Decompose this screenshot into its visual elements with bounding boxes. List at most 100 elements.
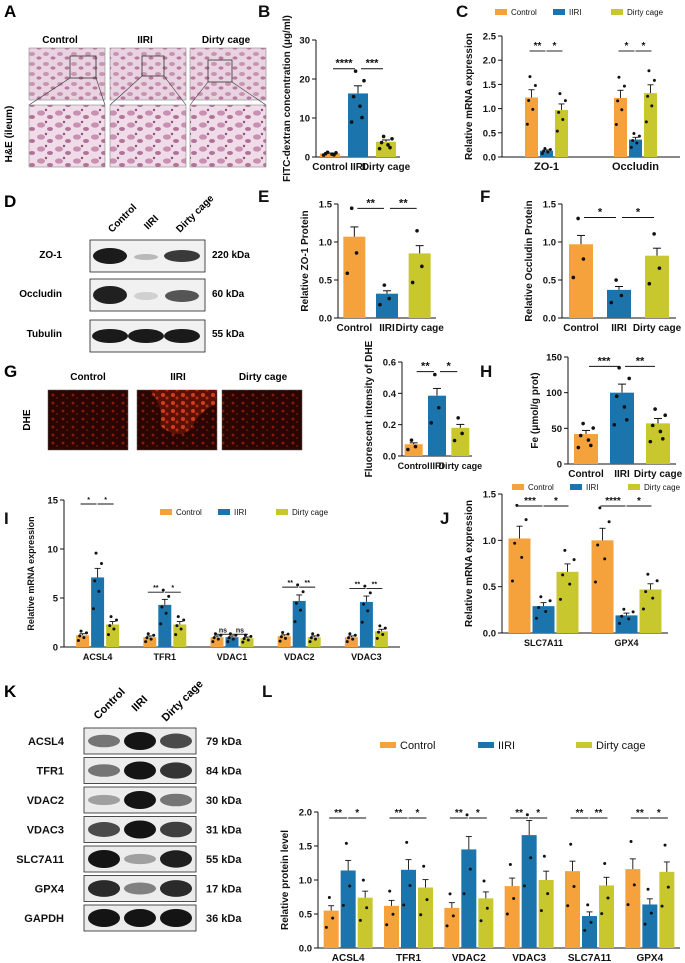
bar-zo-1-iiri — [540, 150, 553, 157]
bar-vdac3-dirty-cage — [374, 631, 388, 647]
sig-label: *** — [524, 496, 536, 507]
data-point — [420, 264, 424, 269]
sig-label: ** — [595, 808, 603, 819]
data-point — [145, 636, 149, 640]
data-point — [479, 919, 483, 923]
legend-label: Control — [528, 483, 554, 492]
legend-label: Dirty cage — [644, 483, 681, 492]
data-point — [647, 69, 651, 73]
y-tick-label: 0.0 — [483, 153, 496, 164]
data-point — [409, 438, 414, 442]
data-point — [452, 438, 457, 443]
panel-letter-k: K — [4, 682, 17, 701]
data-point — [108, 624, 112, 628]
dhe-image-dirty-cage — [221, 389, 303, 451]
bar-occludin-iiri — [629, 139, 642, 157]
bar-vdac2-iiri — [461, 849, 477, 948]
sig-label: ns — [219, 627, 227, 634]
y-axis-label: Relative protein level — [280, 830, 291, 930]
band — [124, 909, 156, 927]
sig-label: ** — [421, 361, 430, 373]
data-point — [361, 878, 365, 882]
x-tick-label: SLC7A11 — [524, 638, 563, 648]
data-point — [345, 271, 350, 276]
data-point — [622, 607, 626, 611]
panel-letter-b: B — [258, 2, 270, 21]
blot-k-label: VDAC2 — [27, 795, 64, 807]
bar-control — [569, 244, 593, 318]
sig-label: ** — [153, 585, 159, 592]
panel-letter-j: J — [440, 509, 449, 528]
bar-iiri — [348, 93, 368, 157]
sig-label: ** — [287, 580, 293, 587]
bar-vdac1-dirty-cage — [240, 638, 254, 647]
data-point — [646, 94, 650, 98]
x-tick-label: Dirty cage — [633, 323, 682, 334]
data-point — [625, 417, 629, 422]
bar-slc7a11-iiri — [582, 916, 597, 948]
data-point — [568, 582, 572, 586]
blot-d-kda-tubulin: 55 kDa — [212, 329, 245, 340]
data-point — [508, 862, 512, 866]
data-point — [513, 541, 517, 545]
data-point — [596, 543, 600, 547]
data-point — [94, 551, 98, 555]
data-point — [646, 887, 650, 891]
band — [124, 820, 156, 839]
bar-tfr1-dirty-cage — [418, 887, 433, 948]
data-point — [211, 640, 215, 644]
data-point — [468, 867, 472, 871]
bar-occludin-control — [614, 97, 627, 157]
sig-label: * — [554, 496, 558, 507]
legend-label: Control — [511, 8, 537, 17]
data-point — [644, 120, 648, 124]
y-axis-label: FITC-dextran concentration (μg/ml) — [282, 15, 293, 182]
data-point — [76, 639, 80, 643]
data-point — [571, 275, 576, 280]
sig-label: ** — [372, 581, 378, 588]
x-tick-label: VDAC1 — [217, 652, 248, 662]
data-point — [546, 150, 550, 154]
x-tick-label: VDAC2 — [284, 652, 315, 662]
legend-swatch — [160, 509, 172, 515]
data-point — [97, 589, 101, 593]
dhe-image-control — [47, 389, 129, 451]
data-point — [540, 152, 544, 156]
data-point — [581, 257, 586, 261]
bar-gpx4-control — [625, 869, 641, 948]
y-tick-label: 10 — [47, 545, 58, 556]
y-tick-label: 1.5 — [483, 80, 497, 91]
y-tick-label: 0.6 — [383, 358, 396, 369]
blot-k-label: GPX4 — [35, 884, 65, 896]
bar-vdac1-control — [210, 637, 224, 647]
data-point — [578, 433, 583, 438]
bar-vdac1-iiri — [225, 637, 239, 647]
blot-k-kda: 31 kDa — [206, 825, 242, 837]
x-tick-label: IIRI — [350, 162, 366, 173]
data-point — [390, 136, 394, 141]
x-tick-label: Control — [337, 323, 373, 334]
panel-letter-g: G — [4, 362, 17, 381]
data-point — [651, 596, 655, 600]
x-tick-label: Dirty cage — [439, 461, 483, 471]
data-point — [175, 624, 179, 628]
data-point — [383, 626, 387, 630]
panel-letter-f: F — [480, 187, 490, 206]
data-point — [534, 616, 538, 620]
data-point — [614, 278, 618, 282]
data-point — [406, 447, 410, 452]
charts-layer: B 0 10 20 30 FITC-dextran concentration (μg/m… — [4, 2, 683, 963]
blot-k-label: SLC7A11 — [16, 854, 64, 866]
band — [88, 850, 120, 868]
data-point — [378, 302, 382, 307]
data-point — [249, 634, 253, 638]
band — [160, 909, 192, 927]
data-point — [161, 588, 165, 592]
x-tick-label: Occludin — [612, 161, 659, 173]
data-point — [612, 422, 617, 427]
legend-swatch — [628, 484, 640, 490]
data-point — [589, 443, 593, 448]
data-point — [216, 637, 220, 641]
